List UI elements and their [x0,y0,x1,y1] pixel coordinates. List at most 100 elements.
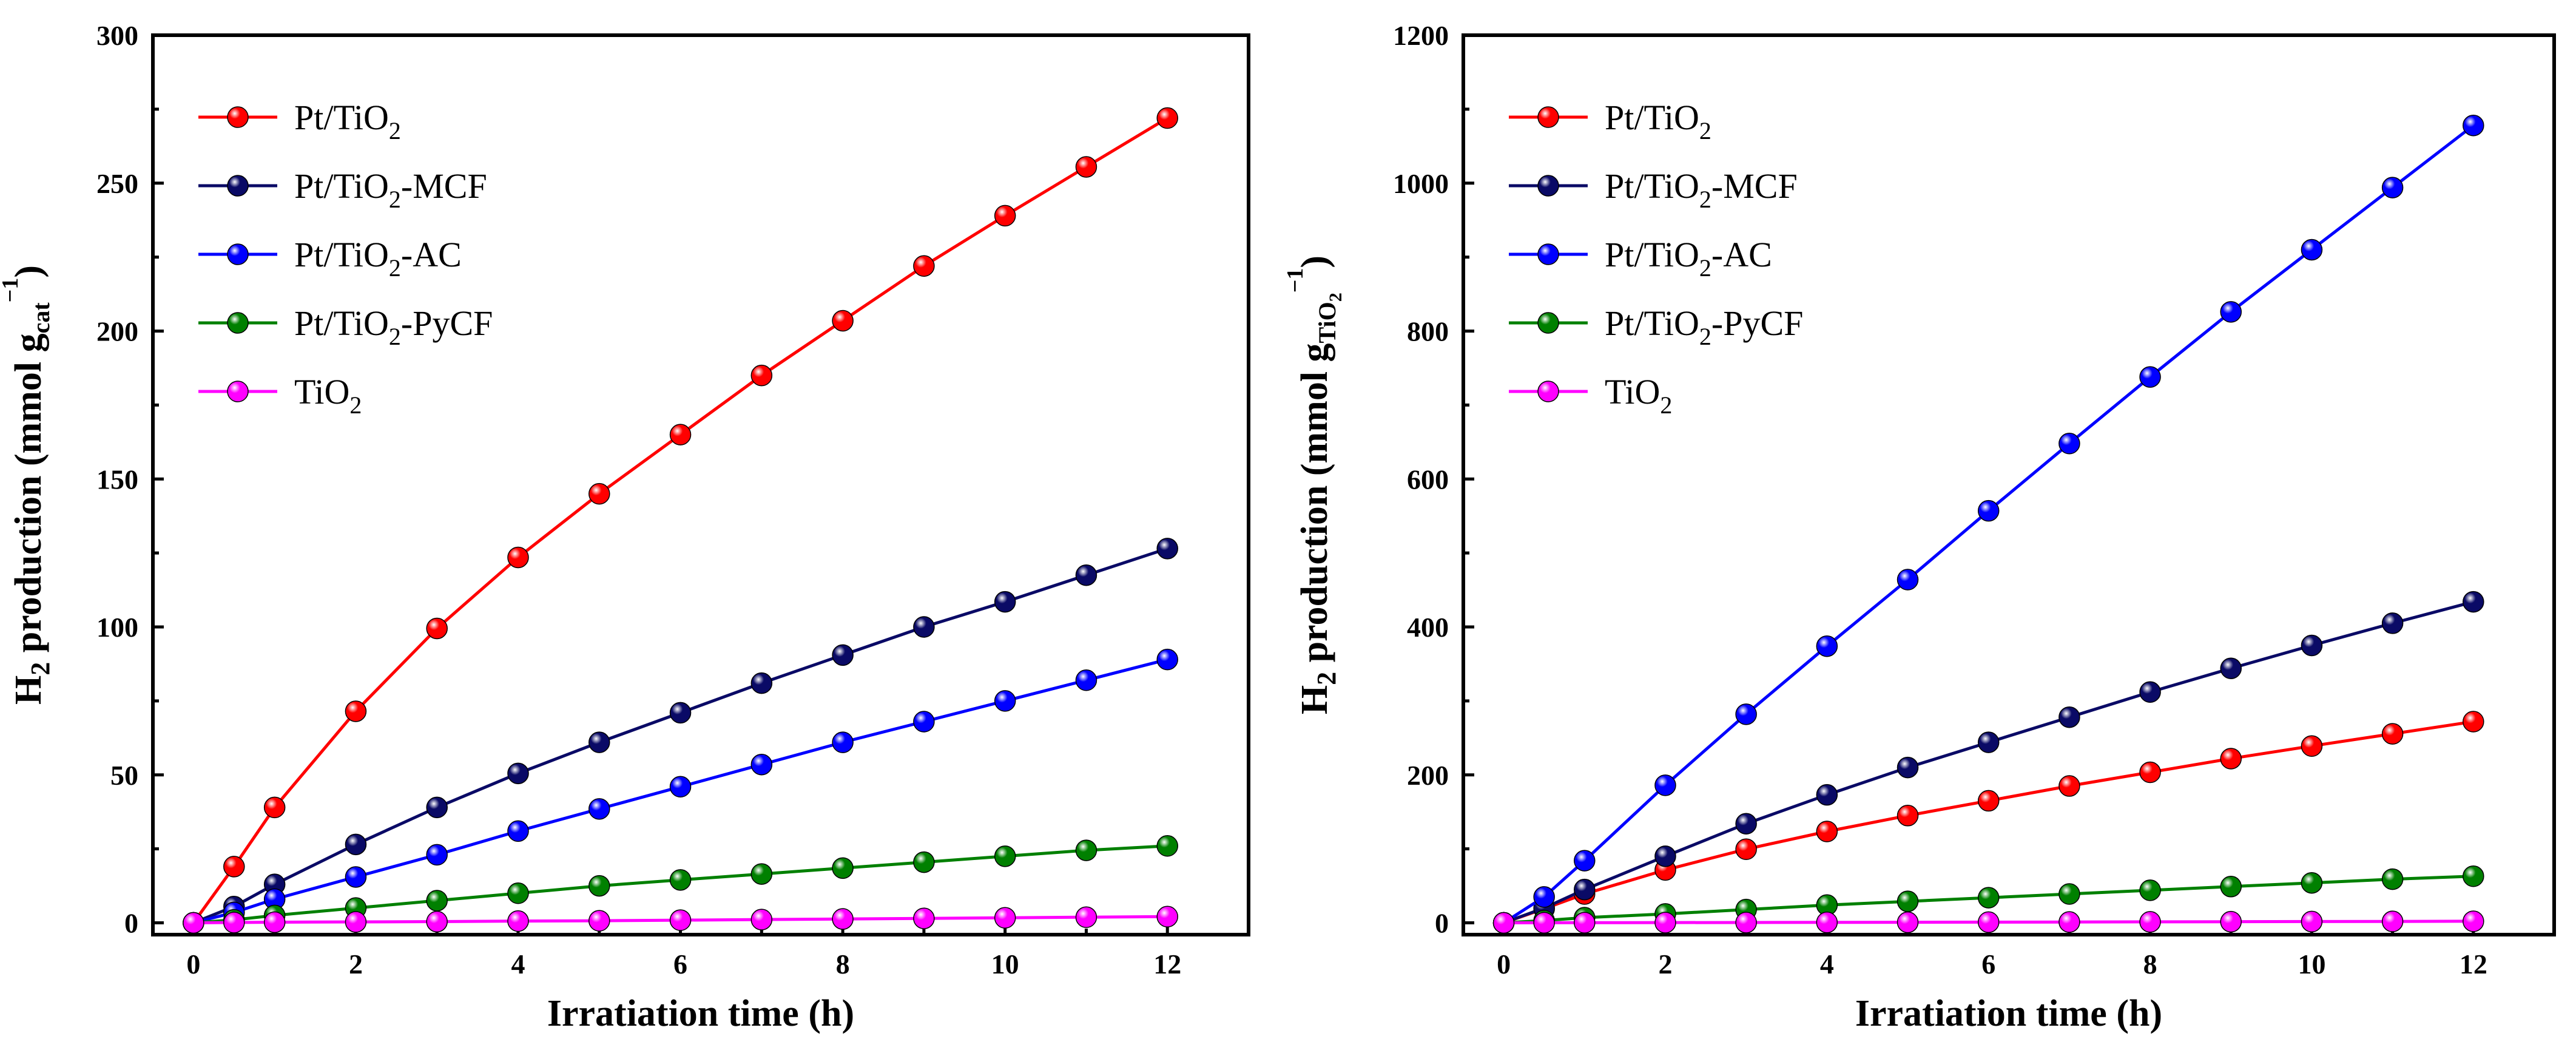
data-point [2463,865,2484,887]
data-point [426,796,448,819]
data-point [1735,703,1757,725]
data-point [1897,756,1919,779]
legend-swatch-marker [227,175,249,197]
data-point [669,776,692,797]
legend-label: Pt/TiO2-PyCF [294,303,493,350]
data-point [750,672,773,694]
data-point [2301,634,2323,657]
data-point [263,796,286,819]
data-point [994,690,1016,712]
data-point [1654,774,1676,796]
y-tick-label: 0 [124,908,138,939]
data-point [994,845,1016,867]
data-point [2058,911,2080,933]
data-point [2301,910,2323,933]
data-point [345,911,367,933]
data-point [345,833,367,856]
data-point [2139,879,2161,901]
data-point [2058,775,2080,797]
data-point [750,364,773,387]
data-point [2463,910,2484,932]
legend-swatch-marker [227,243,249,265]
data-point [1156,906,1178,928]
data-point [994,907,1016,929]
data-point [1977,790,2000,812]
data-point [669,702,692,724]
data-point [913,711,935,733]
data-point [832,644,854,666]
data-point [345,700,367,722]
legend: Pt/TiO2 Pt/TiO2-MCF Pt/TiO2-AC Pt/TiO2-PyCF… [198,98,493,419]
data-point [1977,499,2000,522]
data-point [2301,735,2323,757]
series-line [192,117,1168,924]
data-point [507,882,529,904]
series [183,107,1178,934]
data-point [2220,657,2242,679]
data-point [2381,868,2404,890]
series-line [193,658,1168,924]
data-point [588,910,610,932]
x-tick-label: 0 [186,949,200,980]
y-axis-title: H2 production (mmol gTiO2−1) [1283,256,1346,714]
y-tick-label: 1200 [1393,20,1449,51]
x-tick-label: 4 [511,949,525,980]
data-point [1492,912,1515,934]
series-line [1503,600,2474,924]
data-point [2381,910,2404,932]
data-point [913,616,935,638]
legend: Pt/TiO2 Pt/TiO2-MCF Pt/TiO2-AC Pt/TiO2-PyCF… [1509,98,1803,419]
chart-panel-right: 0 2 4 6 8 10 12 0 200 400 600 800 1000 1200 Irratiatio… [1283,20,2556,1034]
data-point [1816,784,1838,806]
data-point [2381,723,2404,745]
data-point [2220,301,2242,323]
data-point [669,909,692,931]
x-axis-title: Irratiation time (h) [1855,993,2162,1034]
y-tick-label: 200 [96,316,138,347]
data-point [832,310,854,332]
data-point [1735,838,1757,860]
data-point [1977,911,2000,933]
data-point [588,875,610,897]
data-point [2381,177,2404,198]
data-point [2463,711,2484,733]
series-line [1503,919,2473,924]
x-tick-label: 6 [673,949,687,980]
chart-panel-left: 0 2 4 6 8 10 12 0 50 100 150 200 250 300 Irratiation t… [0,20,1250,1034]
legend-label: Pt/TiO2-AC [1605,235,1772,282]
data-point [913,255,935,277]
data-point [223,912,245,933]
series [1492,910,2484,934]
legend-swatch-marker [227,312,249,334]
legend-swatch-marker [1537,175,1559,197]
data-point [1574,850,1596,872]
data-point [1075,564,1097,586]
data-point [1156,835,1178,857]
y-tick-label: 50 [110,760,138,791]
x-tick-label: 4 [1820,949,1834,980]
x-tick-label: 8 [2143,949,2157,980]
data-point [669,424,692,445]
data-point [2139,761,2161,784]
data-point [2058,706,2080,728]
legend-label: Pt/TiO2-MCF [1605,166,1798,213]
x-tick-label: 10 [2298,949,2325,980]
series-line [193,915,1168,924]
legend-label: Pt/TiO2 [294,98,401,144]
y-tick-label: 1000 [1393,168,1449,199]
data-point [1977,731,2000,753]
data-point [2220,876,2242,898]
data-point [507,762,529,785]
data-point [2381,612,2404,634]
data-point [2139,366,2161,388]
x-tick-label: 8 [836,949,850,980]
data-point [1075,669,1097,691]
legend-label: Pt/TiO2-AC [294,235,462,282]
data-point [1816,821,1838,842]
plot-frame [151,33,1250,936]
x-tick-label: 10 [991,949,1019,980]
data-point [345,866,367,888]
data-point [832,908,854,930]
y-tick-label: 400 [1407,612,1449,643]
